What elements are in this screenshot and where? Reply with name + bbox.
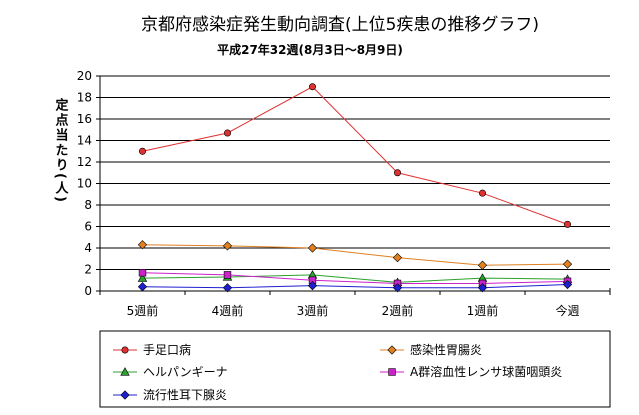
series-line — [142, 272, 568, 284]
legend-label: ヘルパンギーナ — [143, 365, 228, 379]
data-point — [224, 129, 232, 137]
grid-lines — [100, 75, 610, 292]
series-0 — [139, 83, 571, 228]
series-line — [142, 244, 568, 266]
data-point — [222, 283, 233, 293]
data-point — [307, 281, 318, 291]
x-tick-labels: 5週前 4週前 3週前 2週前 1週前 今週 — [127, 303, 580, 318]
legend-item: 流行性耳下腺炎 — [113, 388, 227, 402]
y-tick-label: 12 — [77, 155, 92, 169]
legend-label: 手足口病 — [143, 342, 191, 357]
y-tick-label: 0 — [84, 284, 92, 298]
series-line — [142, 274, 568, 283]
x-tick-label: 今週 — [555, 303, 579, 318]
data-point — [392, 253, 403, 263]
series-1 — [137, 240, 573, 270]
data-point — [137, 240, 148, 250]
data-point — [393, 169, 401, 177]
y-tick-labels: 0 2 4 6 8 10 12 14 16 18 20 — [77, 69, 92, 298]
data-point — [138, 269, 147, 277]
data-point — [139, 147, 147, 155]
data-point — [308, 83, 316, 91]
legend-item: 感染性胃腸炎 — [380, 342, 482, 357]
legend-item: A群溶血性レンサ球菌咽頭炎 — [380, 364, 562, 379]
y-tick-label: 18 — [77, 91, 92, 105]
series-line — [142, 284, 568, 289]
data-point — [477, 283, 488, 293]
legend-marker — [120, 367, 130, 376]
data-point — [223, 271, 232, 279]
y-tick-label: 8 — [84, 198, 92, 212]
series-2 — [137, 270, 573, 287]
legend-label: 流行性耳下腺炎 — [143, 388, 227, 402]
legend-marker — [120, 390, 130, 400]
y-tick-label: 16 — [77, 112, 92, 126]
y-tick-label: 2 — [84, 263, 92, 277]
legend-item: 手足口病 — [113, 342, 191, 357]
y-tick-label: 10 — [77, 177, 92, 191]
chart-subtitle: 平成27年32週(8月3日～8月9日) — [217, 42, 403, 57]
series-line — [142, 86, 568, 225]
data-point — [477, 260, 488, 270]
data-point — [562, 259, 573, 269]
data-point — [222, 241, 233, 251]
data-point — [307, 243, 318, 253]
y-tick-label: 4 — [84, 241, 92, 255]
data-point — [478, 189, 486, 197]
series-lines — [137, 83, 573, 293]
data-point — [562, 279, 573, 290]
y-axis-label: 定点当たり(人) — [53, 97, 70, 203]
legend-label: A群溶血性レンサ球菌咽頭炎 — [410, 364, 562, 379]
x-tick-label: 4週前 — [212, 303, 244, 318]
axes — [96, 75, 611, 295]
chart-title: 京都府感染症発生動向調査(上位5疾患の推移グラフ) — [141, 15, 539, 35]
data-point — [392, 283, 403, 293]
y-tick-label: 6 — [84, 220, 92, 234]
data-point — [137, 282, 148, 292]
data-point — [137, 273, 148, 282]
legend-marker — [121, 346, 129, 354]
x-tick-label: 3週前 — [297, 303, 329, 318]
x-tick-label: 5週前 — [127, 303, 159, 318]
x-tick-label: 1週前 — [467, 303, 499, 318]
legend-label: 感染性胃腸炎 — [410, 342, 482, 357]
legend-marker — [388, 368, 396, 376]
y-tick-label: 20 — [77, 69, 92, 83]
y-tick-label: 14 — [77, 134, 92, 148]
x-tick-label: 2週前 — [382, 303, 414, 318]
series-4 — [137, 279, 573, 293]
legend-item: ヘルパンギーナ — [113, 365, 228, 379]
legend-box — [99, 330, 611, 408]
legend-marker — [387, 345, 397, 355]
data-point — [563, 220, 571, 228]
